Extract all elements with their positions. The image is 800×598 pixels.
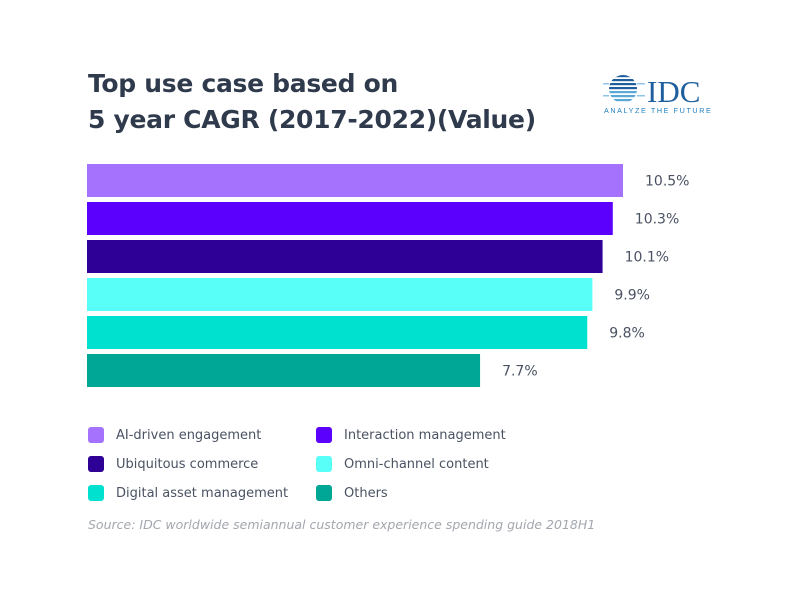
data-label: 7.7%: [502, 364, 538, 380]
data-label: 10.5%: [645, 174, 689, 190]
source-note: Source: IDC worldwide semiannual custome…: [88, 517, 596, 532]
logo-text: IDC: [647, 74, 700, 109]
legend-swatch: [316, 485, 332, 501]
legend-swatch: [316, 427, 332, 443]
legend-label: Others: [344, 485, 388, 501]
bar-chart: 10.5% 10.3% 10.1% 9.9% 9.8% 7.7%: [87, 164, 689, 387]
logo-tagline: ANALYZE THE FUTURE: [604, 106, 712, 115]
bar-digital-asset-management: [87, 316, 588, 349]
idc-logo: IDC ANALYZE THE FUTURE: [603, 74, 718, 116]
legend-item: Others: [316, 485, 388, 501]
title-line-2: 5 year CAGR (2017-2022)(Value): [88, 105, 536, 134]
legend-swatch: [316, 456, 332, 472]
bar-others: [87, 354, 481, 387]
bar-ubiquitous-commerce: [87, 240, 603, 273]
data-label: 9.8%: [609, 326, 645, 342]
data-label: 10.3%: [635, 212, 679, 228]
data-label: 10.1%: [625, 250, 669, 266]
legend-item: Digital asset management: [88, 485, 288, 501]
legend-label: Omni-channel content: [344, 456, 489, 472]
legend-swatch: [88, 427, 104, 443]
bar-ai-driven-engagement: [87, 164, 623, 197]
bar-interaction-management: [87, 202, 613, 235]
legend-item: Ubiquitous commerce: [88, 456, 258, 472]
legend-item: Interaction management: [316, 427, 506, 443]
legend-label: Ubiquitous commerce: [116, 456, 259, 472]
legend-item: AI-driven engagement: [88, 427, 261, 443]
data-label: 9.9%: [614, 288, 650, 304]
legend-swatch: [88, 485, 104, 501]
title-line-1: Top use case based on: [88, 69, 398, 98]
legend-item: Omni-channel content: [316, 456, 489, 472]
legend-label: AI-driven engagement: [116, 427, 262, 443]
legend-label: Interaction management: [344, 427, 506, 443]
legend-swatch: [88, 456, 104, 472]
chart-title: Top use case based on 5 year CAGR (2017-…: [88, 66, 536, 138]
legend-label: Digital asset management: [116, 485, 289, 501]
bar-omni-channel-content: [87, 278, 593, 311]
idc-logo-graphic: IDC ANALYZE THE FUTURE: [603, 74, 712, 115]
